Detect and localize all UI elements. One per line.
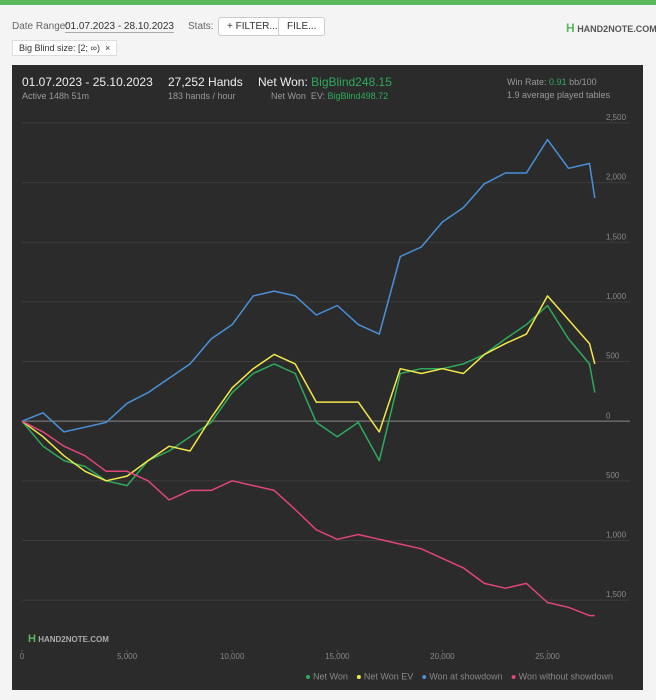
x-tick-label: 5,000 [117, 652, 138, 661]
y-tick-label: 2,000 [606, 173, 627, 182]
chart-panel [12, 65, 643, 690]
filter-button[interactable]: + FILTER... [218, 17, 287, 36]
date-range[interactable]: 01.07.2023 - 28.10.2023 [65, 21, 174, 33]
x-tick-label: 15,000 [325, 652, 350, 661]
x-tick-label: 10,000 [220, 652, 245, 661]
win-rate-value: 0.91 [549, 77, 567, 87]
win-rate: Win Rate: 0.91 bb/100 [507, 77, 597, 87]
file-button[interactable]: FILE... [278, 17, 326, 36]
period: 01.07.2023 - 25.10.2023 [22, 75, 153, 89]
logo: H HAND2NOTE.COM [566, 21, 656, 35]
net-won: Net Won: BigBlind248.15 [258, 75, 392, 89]
date-range-label: Date Range: [12, 21, 69, 32]
legend-label: Won without showdown [519, 671, 613, 681]
watermark: H HAND2NOTE.COM [28, 633, 109, 645]
series-line [21, 295, 596, 482]
win-rate-label: Win Rate: [507, 77, 547, 87]
x-tick-label: 0 [20, 652, 25, 661]
net-won-ev: Net Won EV: BigBlind498.72 [271, 91, 388, 101]
net-won-ev-label: Net Won EV: [271, 91, 326, 101]
legend-label: Net Won [313, 671, 348, 681]
x-tick-label: 25,000 [535, 652, 560, 661]
legend-label: Net Won EV [364, 671, 413, 681]
filter-text: FILTER... [235, 21, 278, 32]
legend-swatch [356, 675, 361, 679]
series-line [21, 304, 596, 487]
y-tick-label: 1,500 [606, 590, 627, 599]
filter-tag-text: Big Blind size: [2; ∞) [19, 43, 100, 53]
logo-text: HAND2NOTE.COM [577, 24, 656, 34]
y-tick-label: 1,000 [606, 292, 627, 301]
y-tick-label: 1,000 [606, 531, 627, 540]
active: Active 148h 51m [22, 91, 90, 101]
hands: 27,252 Hands [168, 75, 243, 89]
win-rate-unit: bb/100 [569, 77, 597, 87]
legend-swatch [511, 675, 516, 679]
y-tick-label: 0 [606, 411, 611, 420]
y-tick-label: 500 [606, 352, 620, 361]
series-line [21, 420, 595, 617]
stats-label: Stats: [188, 21, 214, 32]
filter-tag[interactable]: Big Blind size: [2; ∞) × [12, 40, 118, 56]
legend-swatch [422, 675, 427, 679]
y-tick-label: 1,500 [606, 232, 627, 241]
y-tick-label: 500 [606, 471, 620, 480]
top-bar [0, 0, 656, 5]
tables: 1.9 average played tables [507, 90, 611, 100]
net-won-label: Net Won: [258, 75, 308, 89]
net-won-ev-value: BigBlind498.72 [327, 91, 389, 101]
series-line [21, 138, 596, 433]
legend-label: Won at showdown [429, 671, 502, 681]
watermark-text: HAND2NOTE.COM [38, 635, 109, 644]
net-won-value: BigBlind248.15 [311, 75, 392, 89]
hands-per-hour: 183 hands / hour [168, 91, 236, 101]
legend-swatch [306, 675, 310, 679]
y-tick-label: 2,500 [606, 113, 627, 122]
x-tick-label: 20,000 [430, 652, 455, 661]
